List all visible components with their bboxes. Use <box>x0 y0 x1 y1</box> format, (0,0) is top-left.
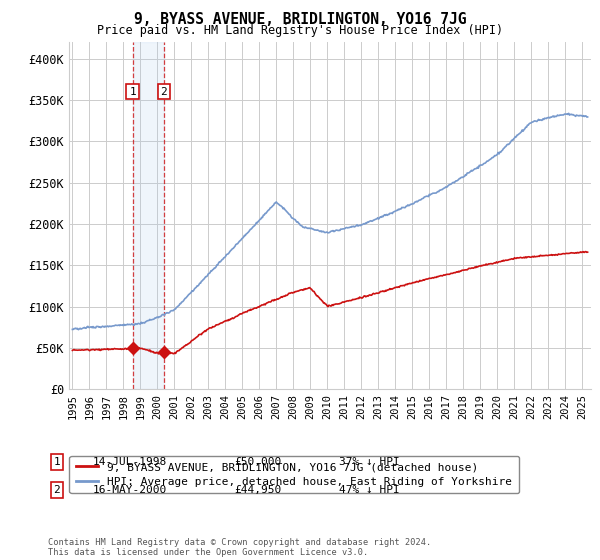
Text: 2: 2 <box>160 87 167 97</box>
Text: 1: 1 <box>53 457 61 467</box>
Bar <box>133 42 164 389</box>
Text: Contains HM Land Registry data © Crown copyright and database right 2024.
This d: Contains HM Land Registry data © Crown c… <box>48 538 431 557</box>
Text: 37% ↓ HPI: 37% ↓ HPI <box>339 457 400 467</box>
Text: 9, BYASS AVENUE, BRIDLINGTON, YO16 7JG: 9, BYASS AVENUE, BRIDLINGTON, YO16 7JG <box>134 12 466 27</box>
Text: 16-MAY-2000: 16-MAY-2000 <box>93 485 167 495</box>
Text: 47% ↓ HPI: 47% ↓ HPI <box>339 485 400 495</box>
Text: £50,000: £50,000 <box>234 457 281 467</box>
Text: 14-JUL-1998: 14-JUL-1998 <box>93 457 167 467</box>
Text: Price paid vs. HM Land Registry's House Price Index (HPI): Price paid vs. HM Land Registry's House … <box>97 24 503 37</box>
Text: £44,950: £44,950 <box>234 485 281 495</box>
Text: 2: 2 <box>53 485 61 495</box>
Text: 1: 1 <box>129 87 136 97</box>
Legend: 9, BYASS AVENUE, BRIDLINGTON, YO16 7JG (detached house), HPI: Average price, det: 9, BYASS AVENUE, BRIDLINGTON, YO16 7JG (… <box>70 455 519 493</box>
